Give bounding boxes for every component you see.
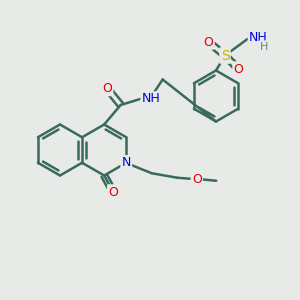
Text: NH: NH (249, 31, 268, 44)
Text: O: O (102, 82, 112, 95)
Text: O: O (234, 62, 243, 76)
Text: H: H (260, 41, 268, 52)
Text: O: O (108, 185, 118, 199)
Text: N: N (122, 156, 131, 169)
Text: NH: NH (142, 92, 160, 106)
Text: O: O (204, 35, 213, 49)
Text: S: S (220, 49, 230, 62)
Text: O: O (192, 173, 202, 186)
